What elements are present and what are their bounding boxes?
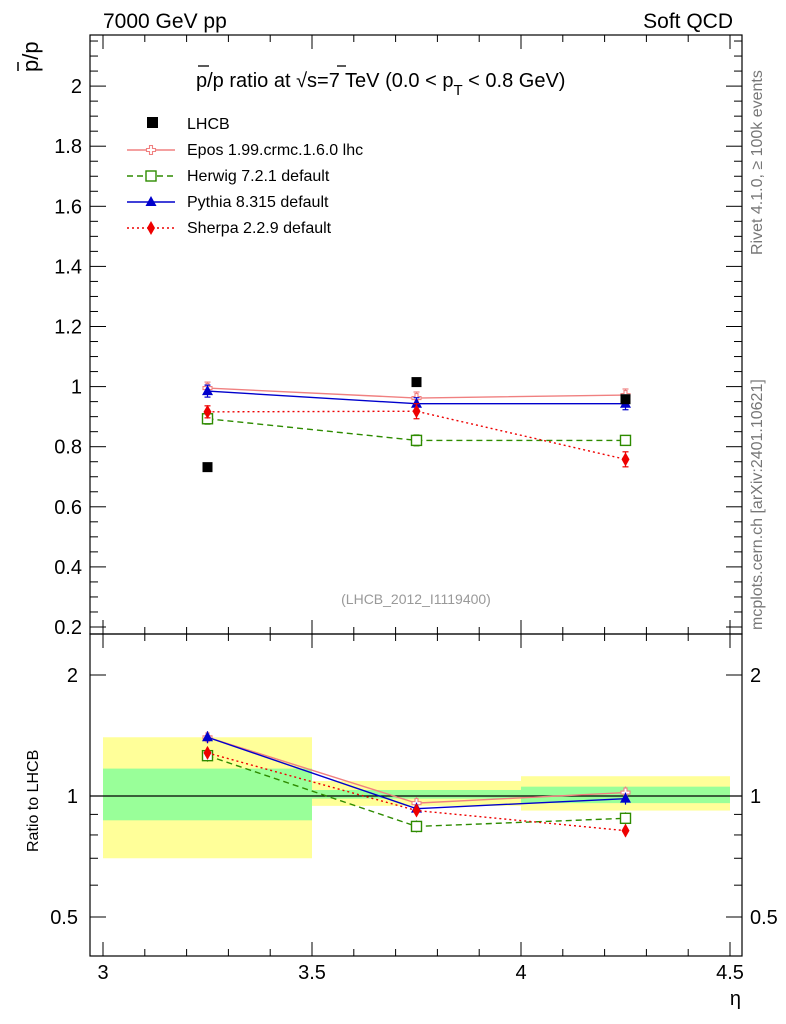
x-tick-label: 3 <box>97 962 108 984</box>
title-energy: s=7 TeV (0.0 < p <box>307 70 453 92</box>
legend-label-herwig: Herwig 7.2.1 default <box>187 168 330 185</box>
series-point-3 <box>412 404 421 419</box>
y-tick-label: 0.4 <box>54 557 82 579</box>
y-tick-label: 0.2 <box>54 617 82 639</box>
x-tick-label: 4.5 <box>716 962 744 984</box>
y-tick-label: 1.6 <box>54 196 82 218</box>
title-subscript: T <box>453 82 462 99</box>
data-point-lhcb <box>411 377 422 388</box>
series-point-3 <box>203 404 212 419</box>
main-plot-marks <box>201 377 632 473</box>
ratio-band-inner <box>103 768 312 821</box>
y-tick-label: 1.4 <box>54 256 82 278</box>
y-tick-label: 1.8 <box>54 136 82 158</box>
series-point-3 <box>621 452 630 467</box>
chart-title: p/p ratio at √s=7 TeV (0.0 < pT < 0.8 Ge… <box>196 65 565 99</box>
y-tick-label: 1.2 <box>54 317 82 339</box>
y-tick-label: 2 <box>71 76 82 98</box>
mcplots-source-label: mcplots.cern.ch [arXiv:2401.10621] <box>749 379 766 630</box>
y-tick-label: 0.6 <box>54 497 82 519</box>
x-axis-label: η <box>730 988 741 1010</box>
data-point-lhcb <box>620 394 631 405</box>
rivet-version-label: Rivet 4.1.0, ≥ 100k events <box>749 70 766 255</box>
ratio-y-tick-label: 2 <box>67 665 78 687</box>
process-label: Soft QCD <box>643 10 733 33</box>
x-tick-label: 4 <box>515 962 526 984</box>
title-suffix: < 0.8 GeV) <box>463 70 566 92</box>
ratio-point-2 <box>620 792 631 803</box>
ratio-axis-label: Ratio to LHCB <box>25 750 42 852</box>
legend: LHCB Epos 1.99.crmc.1.6.0 lhc Herwig 7.2… <box>127 116 363 237</box>
ratio-point-3 <box>203 745 212 760</box>
title-sqrt: √ <box>296 70 307 92</box>
analysis-tag: (LHCB_2012_I1119400) <box>341 591 491 607</box>
y-tick-label: 0.8 <box>54 437 82 459</box>
title-prefix: p/p ratio at <box>196 70 296 92</box>
ratio-y-tick-label: 0.5 <box>50 907 78 929</box>
legend-label-lhcb: LHCB <box>187 116 230 133</box>
x-tick-label: 3.5 <box>298 962 326 984</box>
ratio-frame <box>89 633 743 957</box>
legend-marker-2 <box>145 196 157 206</box>
legend-marker-3 <box>147 221 155 235</box>
series-line-3 <box>207 410 626 461</box>
ratio-y-tick-label-right: 1 <box>750 786 761 808</box>
legend-marker-lhcb <box>147 117 158 128</box>
ratio-point-1 <box>619 812 632 825</box>
legend-label-epos: Epos 1.99.crmc.1.6.0 lhc <box>187 142 363 159</box>
legend-marker-0 <box>145 144 157 156</box>
ratio-point-2 <box>202 731 213 742</box>
legend-label-pythia: Pythia 8.315 default <box>187 194 329 211</box>
ratio-point-1 <box>410 820 423 833</box>
y-axis-label-text: p/p <box>18 41 43 72</box>
legend-marker-1 <box>145 170 157 182</box>
series-point-1 <box>410 434 423 447</box>
energy-label: 7000 GeV pp <box>103 10 227 33</box>
ratio-band-inner <box>312 789 521 799</box>
ratio-y-tick-label-right: 2 <box>750 665 761 687</box>
svg-text:p/p ratio at √s=7 TeV (0.0 < p: p/p ratio at √s=7 TeV (0.0 < pT < 0.8 Ge… <box>196 70 565 99</box>
series-point-1 <box>619 434 632 447</box>
series-point-2 <box>411 397 422 408</box>
ratio-y-tick-label-right: 0.5 <box>750 907 778 929</box>
legend-label-sherpa: Sherpa 2.2.9 default <box>187 220 332 237</box>
ratio-point-3 <box>621 823 630 838</box>
series-point-2 <box>202 385 213 396</box>
axes: 0.2 0.4 0.6 0.8 1 1.2 1.4 1.6 1.8 2 0.5 0.5 1 1 2 2 3 3.5… <box>50 34 778 984</box>
ratio-point-3 <box>412 803 421 818</box>
y-tick-label: 1 <box>71 377 82 399</box>
data-point-lhcb <box>202 462 213 473</box>
y-axis-label: p/p <box>17 41 43 72</box>
ratio-y-tick-label: 1 <box>67 786 78 808</box>
ratio-plot-marks <box>201 731 632 838</box>
